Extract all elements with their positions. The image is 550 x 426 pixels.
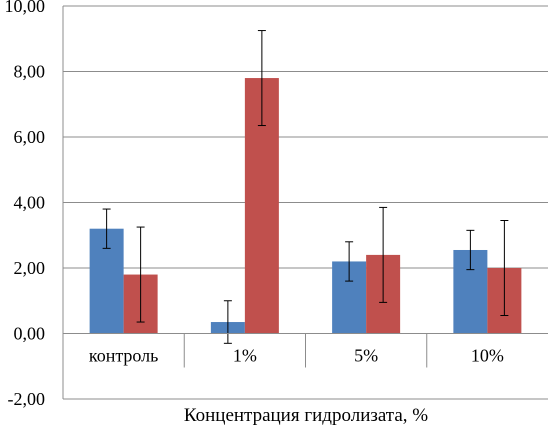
bars [89, 78, 522, 334]
y-tick-label: 4,00 [14, 193, 46, 213]
y-tick-label: 8,00 [14, 62, 46, 82]
y-tick-label: 10,00 [5, 0, 46, 16]
y-tick-label: -2,00 [8, 389, 46, 409]
category-label: контроль [89, 346, 159, 366]
y-tick-label: 6,00 [14, 127, 46, 147]
category-labels: контроль 1% 5% 10% [89, 346, 504, 366]
y-tick-label: 2,00 [14, 258, 46, 278]
category-label: 1% [233, 346, 257, 366]
x-axis-label: Концентрация гидролизата, % [184, 405, 428, 426]
category-label: 5% [354, 346, 378, 366]
y-tick-labels: -2,00 0,00 2,00 4,00 6,00 8,00 10,00 [5, 0, 46, 409]
category-label: 10% [471, 346, 504, 366]
error-bars [102, 30, 509, 344]
y-tick-label: 0,00 [14, 324, 46, 344]
axes [62, 6, 548, 399]
gridlines [63, 5, 548, 400]
